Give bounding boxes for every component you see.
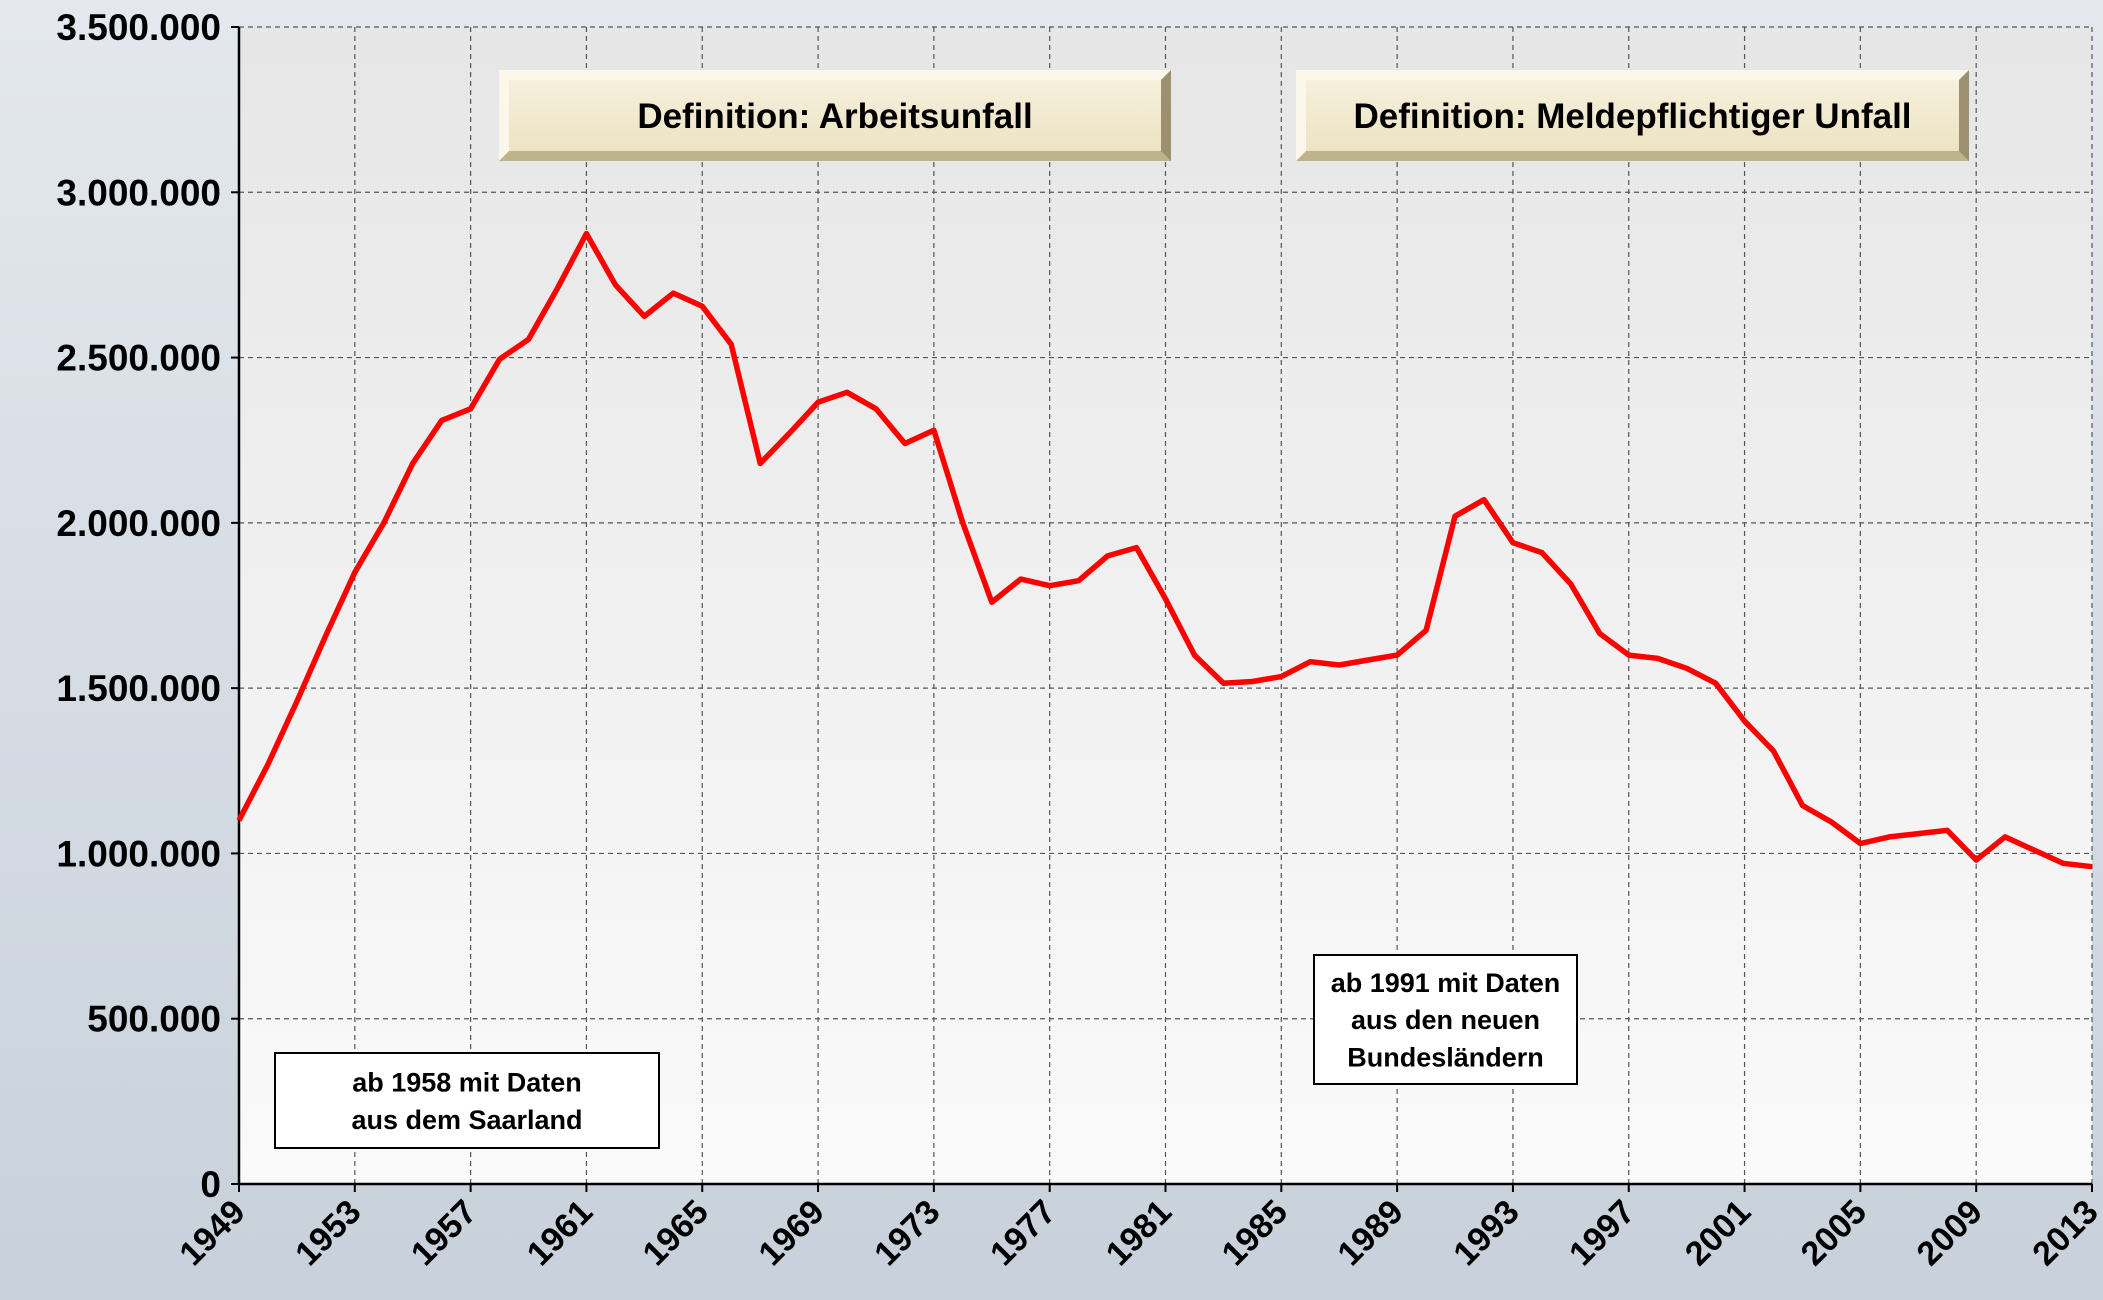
annotation-bevel [1161, 70, 1171, 161]
y-tick-label: 0 [200, 1164, 221, 1205]
annotation-box [274, 1052, 660, 1149]
y-tick-label: 3.000.000 [56, 172, 221, 213]
y-tick-label: 1.500.000 [56, 668, 221, 709]
data-line [236, 230, 2093, 870]
y-tick-label: 2.000.000 [56, 503, 221, 544]
y-tick-label: 2.500.000 [56, 338, 221, 379]
y-tick-label: 500.000 [87, 999, 221, 1040]
annotation-bevel [499, 70, 1171, 161]
y-tick-label: 3.500.000 [56, 7, 221, 48]
annotation-bevel [1296, 70, 1969, 161]
annotation-text: aus dem Saarland [351, 1105, 582, 1135]
annotation-face [509, 80, 1161, 151]
annotation-text: Bundesländern [1347, 1042, 1544, 1072]
annotation-text: ab 1991 mit Daten [1331, 968, 1561, 998]
annotation-text: Definition: Arbeitsunfall [637, 97, 1032, 136]
annotation-text: ab 1958 mit Daten [352, 1068, 582, 1098]
annotation-text: Definition: Meldepflichtiger Unfall [1353, 97, 1911, 136]
annotation-box [1313, 954, 1578, 1085]
annotation-text: aus den neuen [1351, 1005, 1540, 1035]
annotation-face [1306, 80, 1959, 151]
annotation-bevel [1959, 70, 1969, 161]
y-tick-label: 1.000.000 [56, 833, 221, 874]
